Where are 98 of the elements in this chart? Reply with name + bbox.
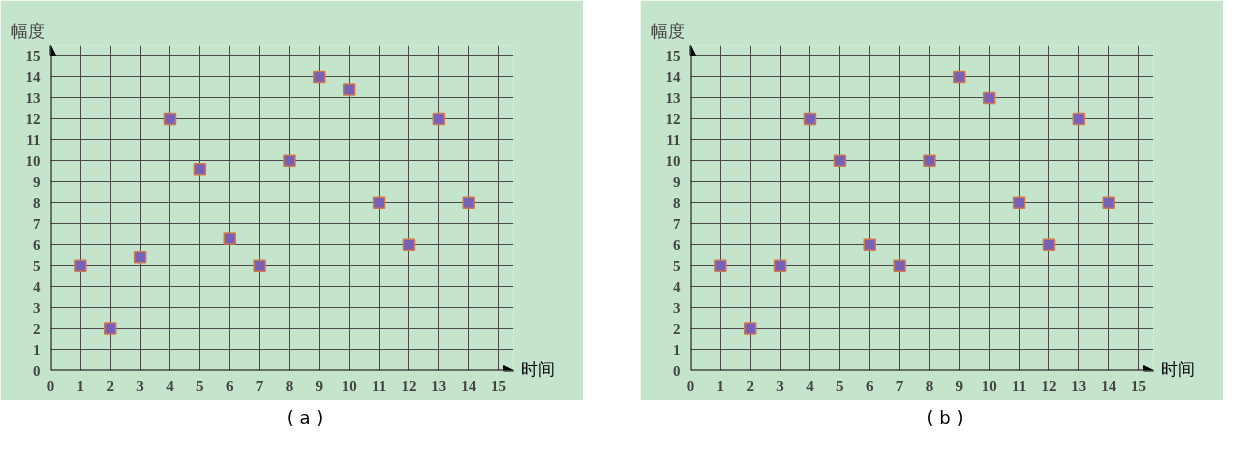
point [74,259,87,272]
x-axis-title: 时间 [521,358,555,381]
point [462,196,475,210]
text: ( b ) [926,406,964,430]
x-tick-label: 3 [136,377,144,394]
y-tick-label: 8 [33,194,41,211]
y-tick-label: 11 [26,131,41,148]
x-tick-label: 12 [1041,377,1057,394]
x-tick-label: 6 [865,377,874,394]
x-tick-label: 0 [686,377,695,394]
y-tick-label: 5 [33,257,41,274]
point [982,91,996,105]
point [342,83,356,96]
y-tick-label: 13 [25,89,41,106]
point [803,112,817,126]
y-tick-label: 12 [25,110,41,127]
y-tick-label: 0 [673,362,681,379]
x-tick-label: 10 [981,377,997,394]
x-tick-label: 15 [1131,377,1147,394]
x-tick-label: 8 [285,377,294,394]
y-tick-label: 2 [673,320,681,337]
y-tick-label: 12 [665,110,681,127]
y-tick-label: 10 [665,152,681,169]
point [863,238,876,251]
y-tick-label: 1 [33,341,41,358]
x-tick-label: 4 [806,377,815,394]
y-tick-label: 4 [673,278,681,295]
x-tick-label: 6 [225,377,234,394]
point [923,154,936,168]
point [714,259,727,272]
point [103,322,117,335]
point [223,232,236,245]
y-axis-title: 幅度 [10,21,45,41]
y-tick-label: 4 [33,278,41,295]
x-tick-label: 5 [196,377,204,394]
y-tick-label: 1 [673,341,681,358]
point [743,322,757,335]
y-tick-label: 9 [673,173,681,190]
point [953,70,966,84]
y-tick-label: 11 [666,131,681,148]
x-tick-label: 2 [106,377,114,394]
x-tick-label: 14 [461,377,477,394]
y-tick-label: 3 [673,299,681,316]
x-tick-label: 0 [46,377,55,394]
x-tick-label: 10 [341,377,357,394]
y-tick-label: 0 [33,362,41,379]
y-tick-label: 9 [33,173,41,190]
point [193,162,207,176]
y-axis-title: 幅度 [650,21,685,41]
y-tick-label: 6 [33,236,41,253]
y-tick-label: 3 [33,299,41,316]
x-tick-label: 11 [371,377,387,394]
x-tick-label: 9 [955,377,964,394]
x-tick-label: 8 [925,377,934,394]
point [833,154,847,168]
text: ( a ) [286,406,324,430]
point [133,251,147,264]
point [893,259,906,272]
x-tick-label: 4 [166,377,175,394]
x-tick-label: 5 [836,377,844,394]
y-tick-label: 6 [673,236,681,253]
x-tick-label: 1 [76,377,85,394]
x-tick-label: 14 [1101,377,1117,394]
point [1102,196,1115,210]
x-tick-label: 2 [746,377,754,394]
point [283,154,296,168]
y-tick-label: 14 [25,68,41,85]
point [163,112,177,126]
y-tick-label: 5 [673,257,681,274]
point [432,112,446,126]
x-tick-label: 7 [255,377,264,394]
y-tick-label: 7 [33,215,41,232]
x-tick-label: 13 [431,377,447,394]
y-tick-label: 7 [673,215,681,232]
x-tick-label: 9 [315,377,324,394]
point [773,259,787,272]
y-tick-label: 8 [673,194,681,211]
point [313,70,326,84]
y-tick-label: 2 [33,320,41,337]
y-tick-label: 14 [665,68,681,85]
x-tick-label: 12 [401,377,417,394]
x-tick-label: 11 [1011,377,1027,394]
y-tick-label: 10 [25,152,41,169]
x-tick-label: 13 [1071,377,1087,394]
x-tick-label: 3 [776,377,784,394]
y-tick-label: 15 [665,47,681,64]
x-axis-title: 时间 [1161,358,1195,381]
y-tick-label: 15 [25,47,41,64]
y-tick-label: 13 [665,89,681,106]
point [372,196,386,210]
point [1072,112,1086,126]
x-tick-label: 7 [895,377,904,394]
x-tick-label: 15 [491,377,507,394]
point [1042,238,1056,251]
point [402,238,416,251]
point [253,259,266,272]
point [1012,196,1026,210]
x-tick-label: 1 [716,377,725,394]
